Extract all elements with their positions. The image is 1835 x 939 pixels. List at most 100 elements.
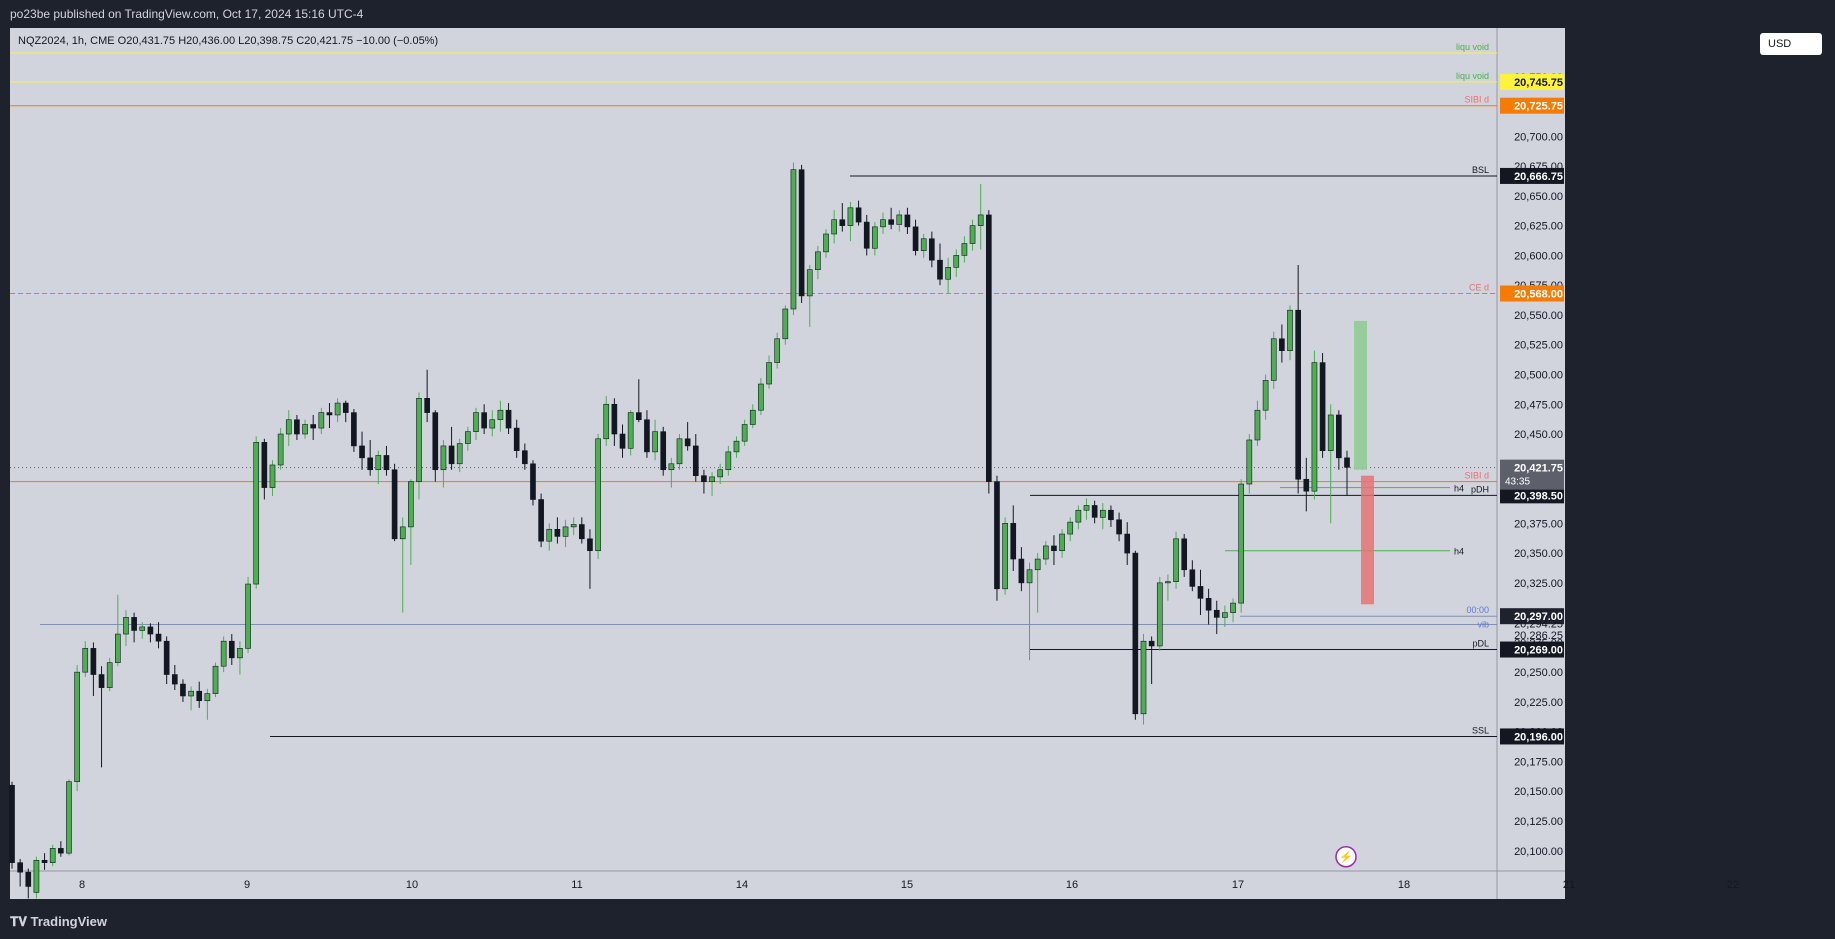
extra-price-tag: 20,294.25 [1514,618,1563,630]
y-tick-label: 20,700.00 [1514,131,1563,143]
candle-up [33,859,40,893]
price-tag-label: 20,297.00 [1514,611,1563,623]
candle-up [815,251,821,271]
candle-down [1319,362,1326,451]
candle-down [41,859,48,863]
candle-down [929,238,935,261]
level-label: SIBI d [1464,471,1489,481]
candle-up [749,409,756,425]
price-tag-bg [1500,728,1564,745]
currency-button[interactable]: USD [1760,33,1822,55]
candle-down [994,481,1000,590]
candle-down [1197,586,1204,599]
candle-up [1327,414,1334,451]
candle-up [139,626,146,631]
candle-up [1230,602,1236,613]
tradingview-logo: 𝐓𝐕 TradingView [10,914,107,930]
candle-down [1018,558,1025,584]
candle-down [1010,523,1017,560]
candle-down [448,445,455,465]
candle-up [489,419,496,429]
candle-down [180,683,186,697]
candle-down [587,538,593,552]
candle-up [318,412,325,429]
candle-down [611,403,618,435]
candle-down [58,848,64,854]
level-label: vib [1477,620,1489,630]
candle-up [82,648,89,673]
y-tick-label: 20,500.00 [1514,369,1563,381]
candle-down [1132,552,1139,715]
candle-up [220,640,227,667]
y-tick-label: 20,175.00 [1514,756,1563,768]
price-tag-label: 20,568.00 [1514,289,1563,301]
level-label: pDH [1471,484,1489,494]
candle-up [1246,439,1253,485]
candle-down [1344,457,1350,468]
candle-up [880,219,886,228]
h4-label: h4 [1454,547,1464,557]
x-tick-label: 22 [1727,879,1739,891]
candle-down [1205,598,1212,611]
price-tag-bg [1500,608,1564,625]
candle-down [538,499,544,542]
candle-up [823,233,829,253]
candle-up [1002,523,1008,590]
candle-down [912,226,919,251]
candle-up [440,445,447,471]
last-price-tag-label: 20,421.75 [1514,463,1563,475]
y-tick-label: 20,100.00 [1514,846,1563,858]
candle-up [1173,538,1179,582]
publisher-text: po23be published on TradingView.com, Oct… [10,7,364,21]
candle-up [872,226,878,249]
x-tick-label: 18 [1398,879,1410,891]
candle-up [334,402,341,416]
candle-up [1042,545,1049,560]
candle-up [1238,483,1245,604]
candle-down [1303,478,1310,492]
candle-down [1091,505,1098,518]
candle-up [66,781,72,854]
y-tick-label: 20,350.00 [1514,548,1563,560]
candle-down [904,214,911,228]
level-label: liqu void [1456,42,1489,52]
candle-up [961,243,968,256]
level-label: 00:00 [1466,605,1489,615]
candle-down [578,524,585,540]
candle-up [1026,569,1033,584]
plot-background [10,28,1565,899]
y-tick-label: 20,375.00 [1514,518,1563,530]
y-tick-label: 20,625.00 [1514,221,1563,233]
target-zone [1354,320,1367,470]
candle-down [90,648,97,675]
candle-up [945,267,951,280]
candle-up [977,214,984,226]
candle-down [147,626,154,635]
candle-up [717,469,724,478]
level-label: liqu void [1456,71,1489,81]
x-tick-label: 16 [1066,879,1078,891]
candle-up [1262,380,1269,411]
candle-up [831,219,837,235]
candle-down [294,419,300,435]
level-label: pDL [1472,639,1489,649]
candle-up [302,424,308,435]
candle-up [725,451,732,471]
price-tag-label: 20,398.50 [1514,490,1563,502]
candle-down [635,412,642,421]
candle-up [1140,640,1147,715]
y-tick-label: 20,600.00 [1514,250,1563,262]
x-tick-label: 14 [736,879,748,891]
candle-up [668,463,675,471]
candle-up [123,617,129,635]
candle-up [1059,533,1065,552]
candle-down [359,445,365,459]
price-tag-label: 20,745.75 [1514,77,1563,89]
y-tick-label: 20,525.00 [1514,340,1563,352]
candle-up [758,383,764,411]
candle-up [709,476,715,482]
candle-down [1213,609,1220,618]
x-tick-label: 10 [406,879,418,891]
h4-label: h4 [1454,484,1464,494]
